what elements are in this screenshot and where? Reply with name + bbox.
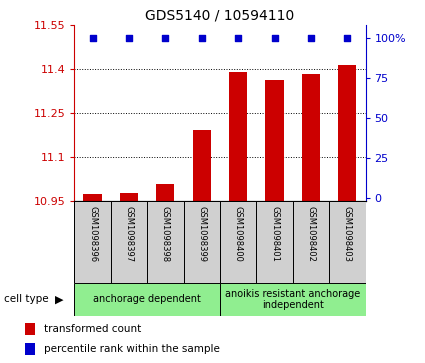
Point: [89, 35, 96, 41]
Bar: [156, 184, 174, 201]
Bar: [329, 201, 366, 283]
Bar: [147, 201, 184, 283]
Bar: [193, 130, 211, 201]
Text: anchorage dependent: anchorage dependent: [93, 294, 201, 305]
Text: GSM1098398: GSM1098398: [161, 205, 170, 262]
Bar: [338, 65, 357, 201]
Text: cell type: cell type: [4, 294, 49, 305]
Bar: [220, 283, 366, 316]
Point: [271, 35, 278, 41]
Point: [344, 35, 351, 41]
Bar: [74, 201, 111, 283]
Bar: [25, 343, 35, 355]
Text: GSM1098400: GSM1098400: [234, 205, 243, 261]
Point: [162, 35, 169, 41]
Bar: [74, 283, 220, 316]
Title: GDS5140 / 10594110: GDS5140 / 10594110: [145, 9, 295, 23]
Text: GSM1098399: GSM1098399: [197, 205, 206, 262]
Text: percentile rank within the sample: percentile rank within the sample: [44, 344, 220, 354]
Text: transformed count: transformed count: [44, 325, 142, 334]
Text: GSM1098396: GSM1098396: [88, 205, 97, 262]
Bar: [120, 193, 138, 201]
Bar: [220, 201, 256, 283]
Text: anoikis resistant anchorage
independent: anoikis resistant anchorage independent: [225, 289, 360, 310]
Bar: [229, 72, 247, 201]
Text: GSM1098397: GSM1098397: [125, 205, 133, 262]
Point: [308, 35, 314, 41]
Bar: [184, 201, 220, 283]
Bar: [25, 323, 35, 335]
Text: GSM1098401: GSM1098401: [270, 205, 279, 261]
Bar: [256, 201, 293, 283]
Bar: [302, 74, 320, 201]
Text: GSM1098402: GSM1098402: [306, 205, 315, 261]
Point: [198, 35, 205, 41]
Bar: [293, 201, 329, 283]
Bar: [83, 194, 102, 201]
Text: GSM1098403: GSM1098403: [343, 205, 352, 262]
Bar: [266, 80, 283, 201]
Text: ▶: ▶: [55, 294, 64, 305]
Point: [235, 35, 241, 41]
Point: [125, 35, 132, 41]
Bar: [111, 201, 147, 283]
